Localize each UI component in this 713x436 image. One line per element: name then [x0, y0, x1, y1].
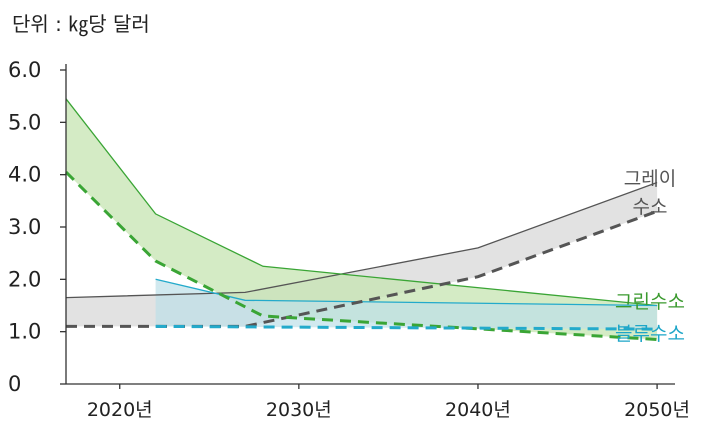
y-tick-label: 4.0: [8, 163, 41, 187]
series-label-그린수소: 그린수소: [615, 291, 685, 313]
y-tick-label: 2.0: [8, 267, 41, 291]
y-tick-label: 0: [8, 372, 21, 396]
y-tick-label: 3.0: [8, 215, 41, 239]
upper-line-그린수소: [65, 98, 658, 307]
band-블루수소: [155, 279, 658, 330]
series-label-그레이-수소: 그레이: [624, 168, 676, 190]
lower-line-그레이-수소: [66, 209, 658, 328]
x-tick-label: 2040년: [445, 399, 511, 421]
upper-line-블루수소: [155, 278, 658, 307]
x-tick-label: 2020년: [87, 399, 153, 421]
series-label-그레이-수소: 수소: [633, 196, 668, 218]
y-tick-label: 1.0: [8, 320, 41, 344]
y-tick-label: 5.0: [8, 110, 41, 134]
lower-line-블루수소: [155, 324, 658, 331]
x-tick-label: 2050년: [624, 399, 690, 421]
series-label-블루수소: 블루수소: [615, 323, 685, 345]
y-tick-label: 6.0: [8, 58, 41, 82]
unit-label: 단위 : ㎏당 달러: [12, 12, 150, 36]
band-그린수소: [66, 98, 658, 340]
lower-line-그린수소: [64, 171, 658, 341]
x-tick-label: 2030년: [266, 399, 332, 421]
upper-line-그레이-수소: [65, 181, 658, 299]
